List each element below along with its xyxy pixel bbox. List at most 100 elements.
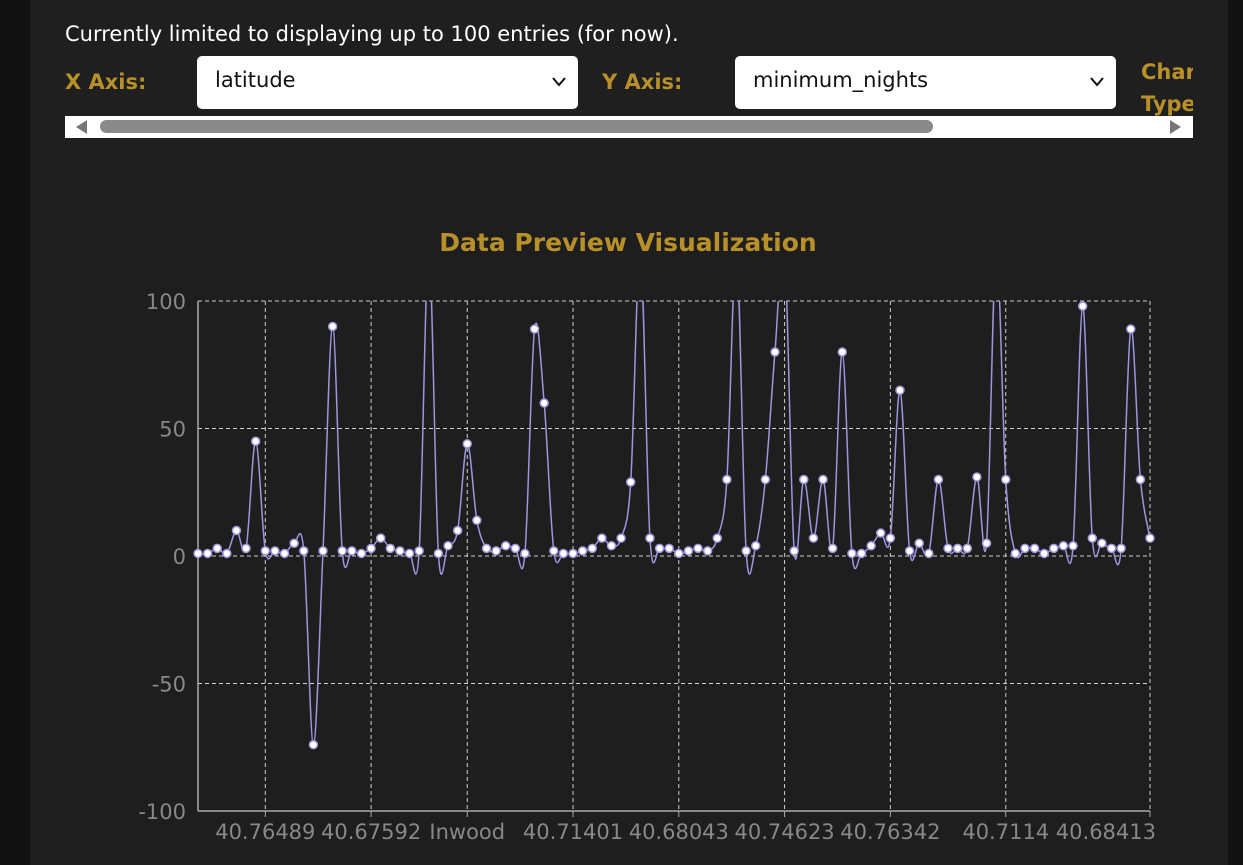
- data-point: [366, 543, 376, 554]
- data-point: [972, 472, 982, 482]
- data-point: [606, 541, 617, 551]
- data-point: [654, 543, 665, 554]
- x-tick-label: 40.74623: [734, 820, 834, 844]
- y-tick-label: 50: [159, 418, 186, 442]
- data-point: [193, 548, 203, 559]
- data-point: [299, 546, 309, 556]
- y-tick-label: -50: [152, 673, 186, 697]
- data-point: [500, 541, 511, 551]
- data-point: [683, 546, 694, 556]
- data-point: [625, 477, 636, 487]
- data-point: [529, 324, 540, 334]
- x-tick-label: Inwood: [429, 820, 505, 844]
- data-point: [549, 546, 559, 556]
- data-point: [1145, 533, 1155, 543]
- data-point: [1135, 474, 1146, 485]
- data-point: [808, 533, 819, 543]
- data-point: [1020, 543, 1030, 554]
- y-axis-label: Y Axis:: [602, 70, 683, 94]
- data-point: [491, 546, 501, 556]
- data-point: [799, 474, 809, 485]
- data-point: [693, 543, 703, 554]
- data-point: [587, 543, 598, 554]
- scroll-right[interactable]: [1170, 120, 1181, 134]
- data-point: [510, 543, 521, 554]
- data-point: [760, 474, 771, 485]
- data-point: [318, 546, 328, 556]
- data-point: [279, 548, 290, 559]
- data-point: [1087, 533, 1098, 543]
- chart-type-text: Chart Type: [1141, 60, 1193, 116]
- data-point: [520, 548, 530, 559]
- data-point: [674, 548, 684, 559]
- data-point: [404, 548, 415, 559]
- data-point: [577, 546, 588, 556]
- data-point: [308, 739, 319, 750]
- x-axis-select[interactable]: latitude: [197, 56, 578, 109]
- data-point: [443, 541, 453, 551]
- y-tick-label: -100: [138, 800, 186, 824]
- data-point: [395, 546, 405, 556]
- data-point: [875, 528, 886, 538]
- data-point: [1077, 301, 1088, 311]
- data-point: [818, 474, 828, 485]
- data-point: [462, 439, 473, 449]
- data-point: [1029, 543, 1040, 554]
- data-point: [789, 546, 799, 556]
- data-point: [472, 515, 482, 526]
- data-point: [1001, 474, 1011, 485]
- data-point: [895, 385, 905, 395]
- chart-card: [65, 180, 1193, 865]
- y-tick-label: 0: [173, 545, 186, 569]
- data-point: [597, 533, 607, 543]
- data-point: [770, 347, 780, 357]
- data-point: [347, 546, 357, 556]
- y-axis-select[interactable]: minimum_nights: [735, 56, 1116, 109]
- data-point: [375, 533, 386, 543]
- data-point: [231, 525, 242, 536]
- data-point: [289, 538, 299, 548]
- data-point: [385, 543, 396, 554]
- data-point: [452, 525, 463, 536]
- plot: -100 -50 0 50 100 40.76489 40.67592 Inwood 40.71…: [138, 290, 1156, 844]
- data-point: [837, 347, 848, 357]
- data-point: [741, 546, 751, 556]
- data-point: [750, 541, 761, 551]
- data-point: [481, 543, 492, 554]
- data-point: [1097, 538, 1107, 548]
- data-point: [952, 543, 963, 554]
- x-tick-label: 40.67592: [321, 820, 421, 844]
- data-point: [568, 548, 578, 559]
- chevron: [1090, 77, 1104, 87]
- x-tick-label: 40.76489: [215, 820, 315, 844]
- data-point: [270, 546, 280, 556]
- data-point: [866, 541, 876, 551]
- scroll-left[interactable]: [76, 120, 87, 134]
- x-tick-label: 40.68413: [1056, 820, 1156, 844]
- data-point: [914, 538, 924, 548]
- x-tick-label: 40.71401: [523, 820, 623, 844]
- data-point: [250, 436, 261, 446]
- chart-title: Data Preview Visualization: [439, 228, 816, 257]
- data-point: [1068, 541, 1078, 551]
- data-point: [222, 548, 232, 559]
- data-point: [904, 546, 915, 556]
- data-point: [616, 533, 626, 543]
- data-point: [827, 543, 838, 554]
- data-point: [981, 538, 992, 548]
- data-point: [260, 546, 271, 556]
- data-point: [539, 398, 549, 408]
- data-point: [933, 474, 944, 485]
- data-point: [645, 533, 655, 543]
- data-point: [885, 533, 896, 543]
- x-tick-label: 40.76342: [840, 820, 940, 844]
- series-clip: [193, 301, 1155, 750]
- data-point: [1116, 543, 1126, 554]
- data-point: [241, 543, 251, 554]
- data-point: [1106, 543, 1117, 554]
- scroll-thumb[interactable]: [100, 120, 933, 133]
- data-point: [722, 474, 732, 485]
- data-point: [856, 548, 867, 559]
